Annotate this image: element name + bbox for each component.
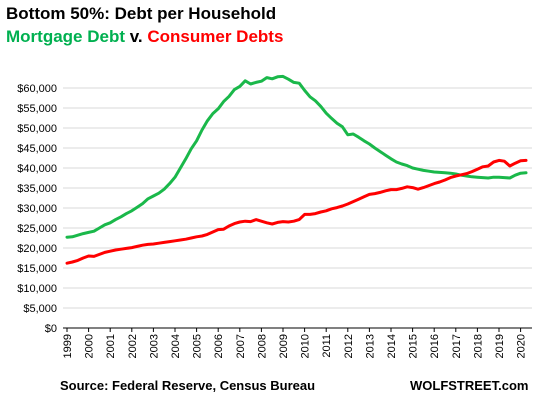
x-tick-label: 2004 — [170, 334, 182, 358]
series-lines — [65, 74, 528, 265]
subtitle-versus-label: v. — [125, 27, 148, 46]
subtitle-consumer-label: Consumer Debts — [147, 27, 284, 46]
brand-watermark: WOLFSTREET.com — [410, 378, 529, 393]
y-tick-label: $0 — [45, 323, 57, 335]
y-tick-label: $50,000 — [17, 123, 57, 135]
x-tick-label: 2010 — [300, 334, 312, 358]
y-tick-label: $5,000 — [23, 303, 57, 315]
y-tick-label: $45,000 — [17, 143, 57, 155]
x-tick-label: 2016 — [429, 334, 441, 358]
y-tick-label: $30,000 — [17, 203, 57, 215]
x-tick-label: 2017 — [451, 334, 463, 358]
x-tick-label: 2015 — [408, 334, 420, 358]
chart-title: Bottom 50%: Debt per Household — [6, 4, 277, 23]
y-tick-label: $20,000 — [17, 243, 57, 255]
gridlines — [63, 87, 532, 309]
x-axis-tick-labels: 1999 2000 2001 2002 2003 2004 2005 2006 2007 2008… — [62, 334, 528, 358]
y-tick-label: $40,000 — [17, 163, 57, 175]
consumer-debts-line — [65, 158, 528, 265]
x-tick-label: 2001 — [105, 334, 117, 358]
x-tick-label: 1999 — [62, 334, 74, 358]
x-tick-label: 2014 — [386, 334, 398, 358]
x-tick-label: 2020 — [516, 334, 528, 358]
chart-subtitle: Mortgage Debt v. Consumer Debts — [6, 27, 283, 47]
x-tick-label: 2009 — [278, 334, 290, 358]
x-tick-label: 2019 — [494, 334, 506, 358]
y-tick-label: $10,000 — [17, 283, 57, 295]
y-tick-label: $25,000 — [17, 223, 57, 235]
subtitle-mortgage-label: Mortgage Debt — [6, 27, 125, 46]
y-axis-tick-labels: $0 $5,000 $10,000 $15,000 $20,000 $25,000 $30,… — [17, 83, 57, 335]
source-note: Source: Federal Reserve, Census Bureau — [60, 378, 316, 393]
y-tick-label: $35,000 — [17, 183, 57, 195]
y-tick-label: $15,000 — [17, 263, 57, 275]
x-tick-label: 2018 — [472, 334, 484, 358]
x-tick-label: 2005 — [192, 334, 204, 358]
x-tick-label: 2008 — [256, 334, 268, 358]
x-tick-label: 2012 — [343, 334, 355, 358]
x-tick-label: 2013 — [364, 334, 376, 358]
x-tick-label: 2007 — [235, 334, 247, 358]
x-tick-label: 2003 — [148, 334, 160, 358]
axes — [63, 327, 532, 332]
y-tick-label: $60,000 — [17, 83, 57, 95]
y-tick-label: $55,000 — [17, 103, 57, 115]
x-tick-label: 2002 — [127, 334, 139, 358]
mortgage-debt-line — [65, 74, 528, 239]
x-tick-label: 2000 — [84, 334, 96, 358]
x-tick-label: 2011 — [321, 334, 333, 358]
x-tick-label: 2006 — [213, 334, 225, 358]
